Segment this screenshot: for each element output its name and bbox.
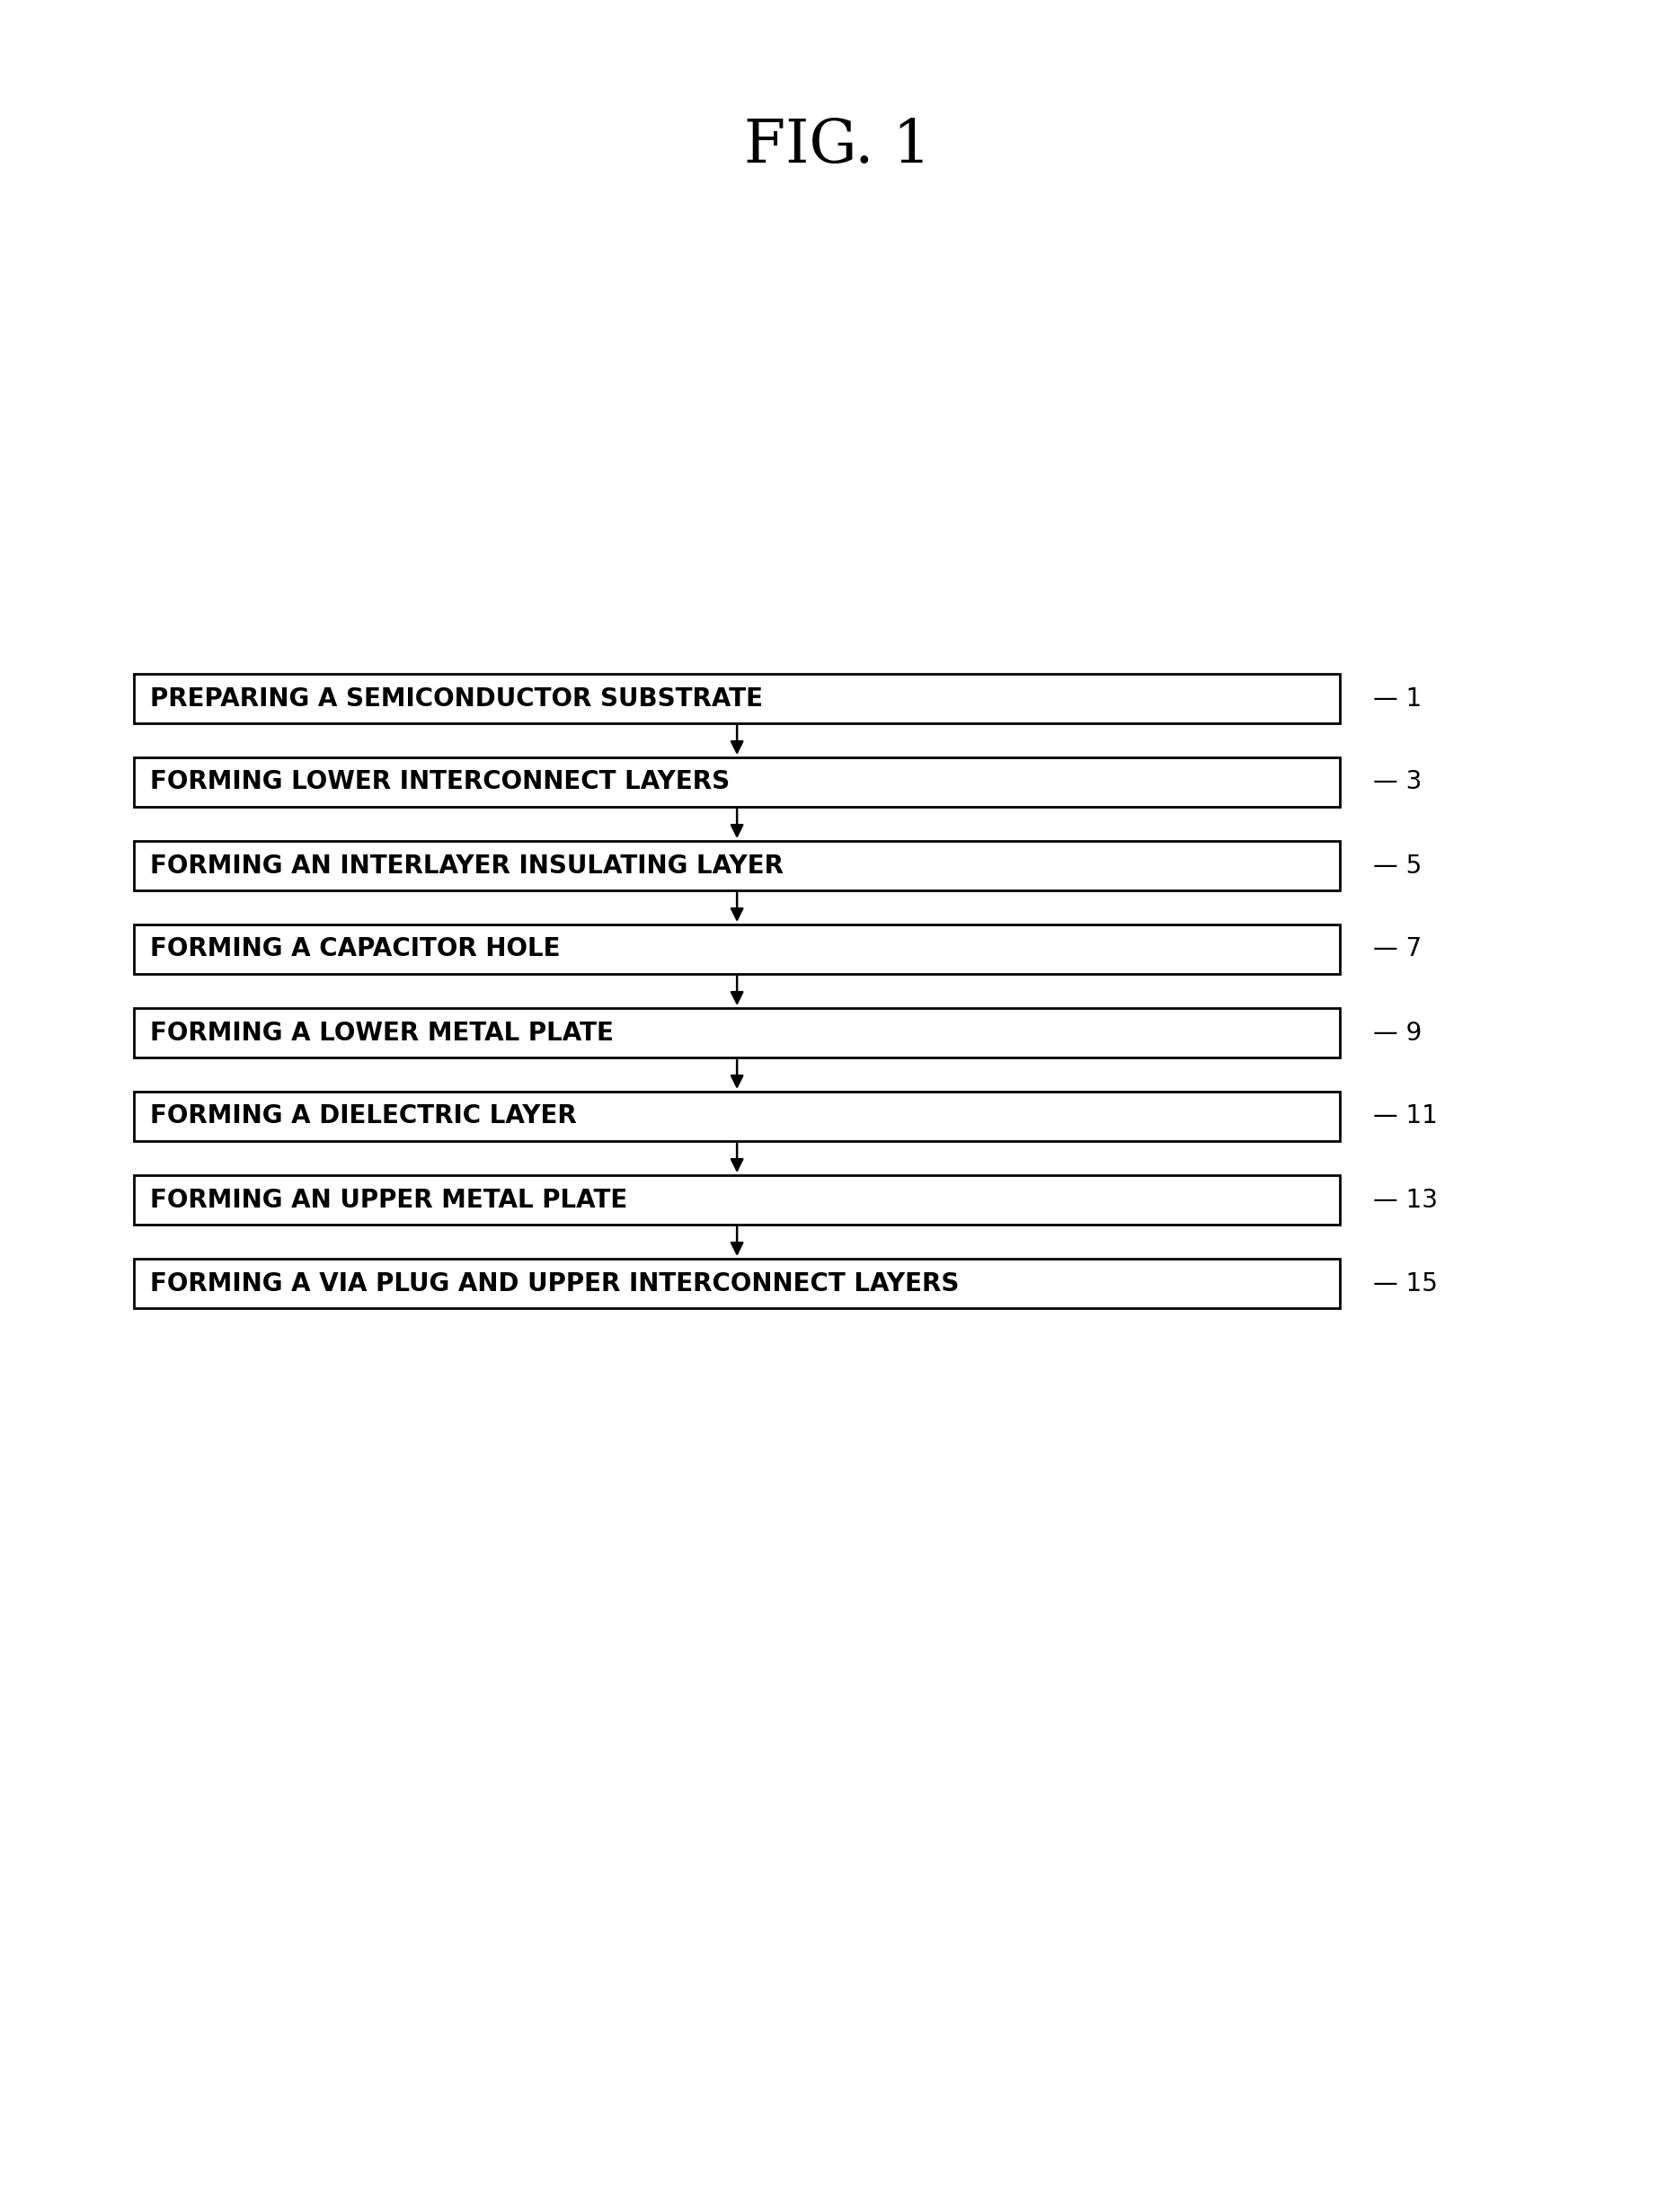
Text: FORMING A CAPACITOR HOLE: FORMING A CAPACITOR HOLE — [151, 936, 561, 962]
Text: FIG. 1: FIG. 1 — [744, 117, 931, 175]
Bar — [134, 1175, 1340, 1225]
Bar — [134, 1259, 1340, 1307]
Text: — 7: — 7 — [1374, 936, 1422, 962]
Text: FORMING A LOWER METAL PLATE: FORMING A LOWER METAL PLATE — [151, 1020, 613, 1046]
Bar — [134, 675, 1340, 723]
Text: — 13: — 13 — [1374, 1188, 1439, 1212]
Text: FORMING AN INTERLAYER INSULATING LAYER: FORMING AN INTERLAYER INSULATING LAYER — [151, 854, 784, 878]
Text: — 9: — 9 — [1374, 1020, 1422, 1046]
Text: FORMING LOWER INTERCONNECT LAYERS: FORMING LOWER INTERCONNECT LAYERS — [151, 770, 730, 794]
Bar — [134, 757, 1340, 807]
Bar — [134, 1093, 1340, 1141]
Text: FORMING A VIA PLUG AND UPPER INTERCONNECT LAYERS: FORMING A VIA PLUG AND UPPER INTERCONNEC… — [151, 1272, 960, 1296]
Text: — 3: — 3 — [1374, 770, 1422, 794]
Text: FORMING A DIELECTRIC LAYER: FORMING A DIELECTRIC LAYER — [151, 1104, 576, 1128]
Text: — 11: — 11 — [1374, 1104, 1439, 1128]
Text: — 1: — 1 — [1374, 686, 1422, 710]
Text: PREPARING A SEMICONDUCTOR SUBSTRATE: PREPARING A SEMICONDUCTOR SUBSTRATE — [151, 686, 764, 710]
Text: — 5: — 5 — [1374, 854, 1422, 878]
Bar — [134, 925, 1340, 973]
Bar — [134, 1009, 1340, 1057]
Text: FORMING AN UPPER METAL PLATE: FORMING AN UPPER METAL PLATE — [151, 1188, 628, 1212]
Bar — [134, 841, 1340, 891]
Text: — 15: — 15 — [1374, 1272, 1439, 1296]
